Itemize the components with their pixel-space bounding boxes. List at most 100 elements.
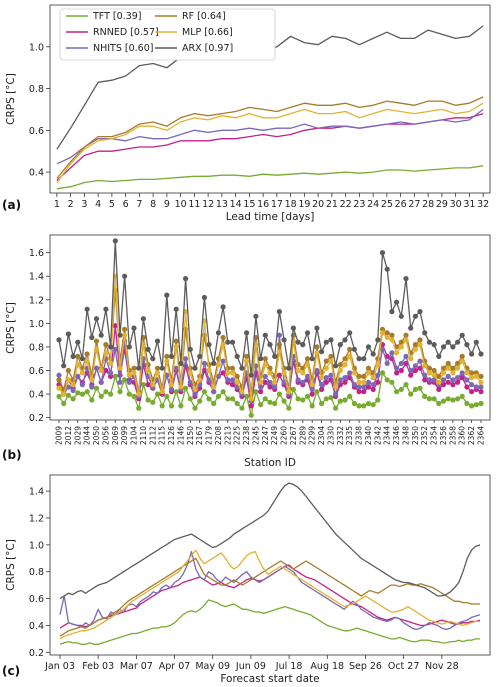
data-point-nhits [365,379,372,385]
data-point-arx [187,346,193,352]
data-point-nhits [356,384,362,390]
data-point-tft [309,403,315,409]
data-point-nhits [351,382,357,388]
data-point-rf [173,338,179,344]
data-point-rf [122,326,128,332]
data-point-arx [408,325,414,331]
data-point-arx [459,332,465,338]
x-tick-label: 2110 [139,426,148,445]
data-point-arx [154,338,161,344]
legend-entry-nhits: NHITS [0.60] [93,43,153,54]
x-tick-label: 2115 [158,426,167,445]
data-point-rf [440,365,447,371]
data-point-rf [229,365,236,371]
data-point-arx [384,266,390,272]
data-point-arx [108,344,114,350]
data-point-nhits [408,367,414,374]
y-tick-label: 0.2 [29,648,44,659]
data-point-tft [412,386,418,392]
data-point-mlp [464,370,470,376]
data-point-arx [239,365,245,371]
data-point-rf [426,365,432,371]
data-point-mlp [192,386,198,392]
y-tick-label: 1.2 [29,513,44,524]
data-point-arx [417,309,423,315]
x-tick-label: 13 [216,199,228,210]
x-tick-label: 2350 [411,426,420,445]
data-point-tft [126,391,132,397]
data-point-rf [347,346,353,352]
data-point-mlp [319,375,325,381]
data-point-arx [445,339,451,345]
data-point-mlp [356,379,362,385]
x-tick-label: 20 [312,199,324,210]
y-tick-label: 1.2 [29,295,44,306]
data-point-mlp [145,367,151,374]
data-point-rf [459,353,465,359]
data-point-mlp [225,370,231,376]
data-point-mlp [131,370,137,376]
data-point-arx [84,306,90,312]
data-point-tft [244,393,250,399]
x-tick-label: 29 [436,199,448,210]
data-point-mlp [61,391,67,397]
legend-frame [59,8,276,61]
legend-entry-mlp: MLP [0.66] [182,27,233,38]
data-point-tft [436,400,442,407]
data-point-tft [356,403,362,409]
data-point-mlp [98,367,104,374]
data-point-tft [464,400,470,407]
data-point-arx [426,339,432,345]
panel-a-lead-time-chart: 0.40.60.81.0 1 2 3 4 5 6 7 8 9 10 11 12 13 14 15 16 17 18… [2,4,491,223]
data-point-nhits [412,363,418,369]
data-point-arx [398,313,404,319]
data-point-mlp [178,384,184,390]
data-point-mlp [154,370,161,376]
data-point-nhits [455,375,461,381]
x-tick-label: 24 [367,199,379,210]
data-point-mlp [239,389,245,395]
x-tick-label: 2009 [55,426,64,445]
data-point-arx [403,276,409,282]
data-point-nhits [225,377,231,383]
data-point-rf [356,373,362,379]
data-point-arx [150,356,156,362]
data-point-mlp [173,344,179,350]
data-point-nhits [328,372,334,378]
data-point-arx [234,353,240,359]
data-point-arx [262,332,268,338]
x-tick-label: 28 [422,199,434,210]
data-point-mlp [140,342,146,348]
data-point-nhits [112,346,118,352]
data-point-tft [234,400,240,407]
x-tick-label: 2335 [345,426,354,445]
y-tick-label: 0.8 [29,567,44,578]
x-tick-label: 2225 [233,426,242,445]
panel-c-ylabel: CRPS [°C] [5,539,17,591]
data-point-mlp [168,382,175,388]
series-line-arx [59,482,481,600]
x-tick-label: Oct 27 [388,661,420,672]
data-point-tft [478,400,484,407]
data-point-rf [131,365,137,371]
data-point-nhits [126,379,132,385]
panel-c-start-date-chart: 0.2 0.4 0.6 0.8 1.0 1.2 1.4 Jan 03 Feb 03 Mar 07… [2,474,491,685]
x-tick-label: Aug 18 [310,661,344,672]
data-point-tft [248,412,254,418]
panel-a-label: (a) [2,198,21,212]
x-tick-label: 27 [408,199,420,210]
data-point-arx [98,332,104,338]
x-tick-label: 2267 [289,426,298,445]
data-point-arx [290,325,296,331]
y-tick-label: 0.6 [29,126,44,137]
x-tick-label: 2179 [205,426,214,445]
data-point-rnned [469,389,475,395]
data-point-arx [258,356,264,362]
data-point-tft [272,400,278,407]
data-point-tft [229,396,236,402]
data-point-tft [333,405,339,411]
data-point-arx [140,316,146,322]
data-point-rf [445,360,451,366]
legend-entry-arx: ARX [0.97] [182,43,233,54]
